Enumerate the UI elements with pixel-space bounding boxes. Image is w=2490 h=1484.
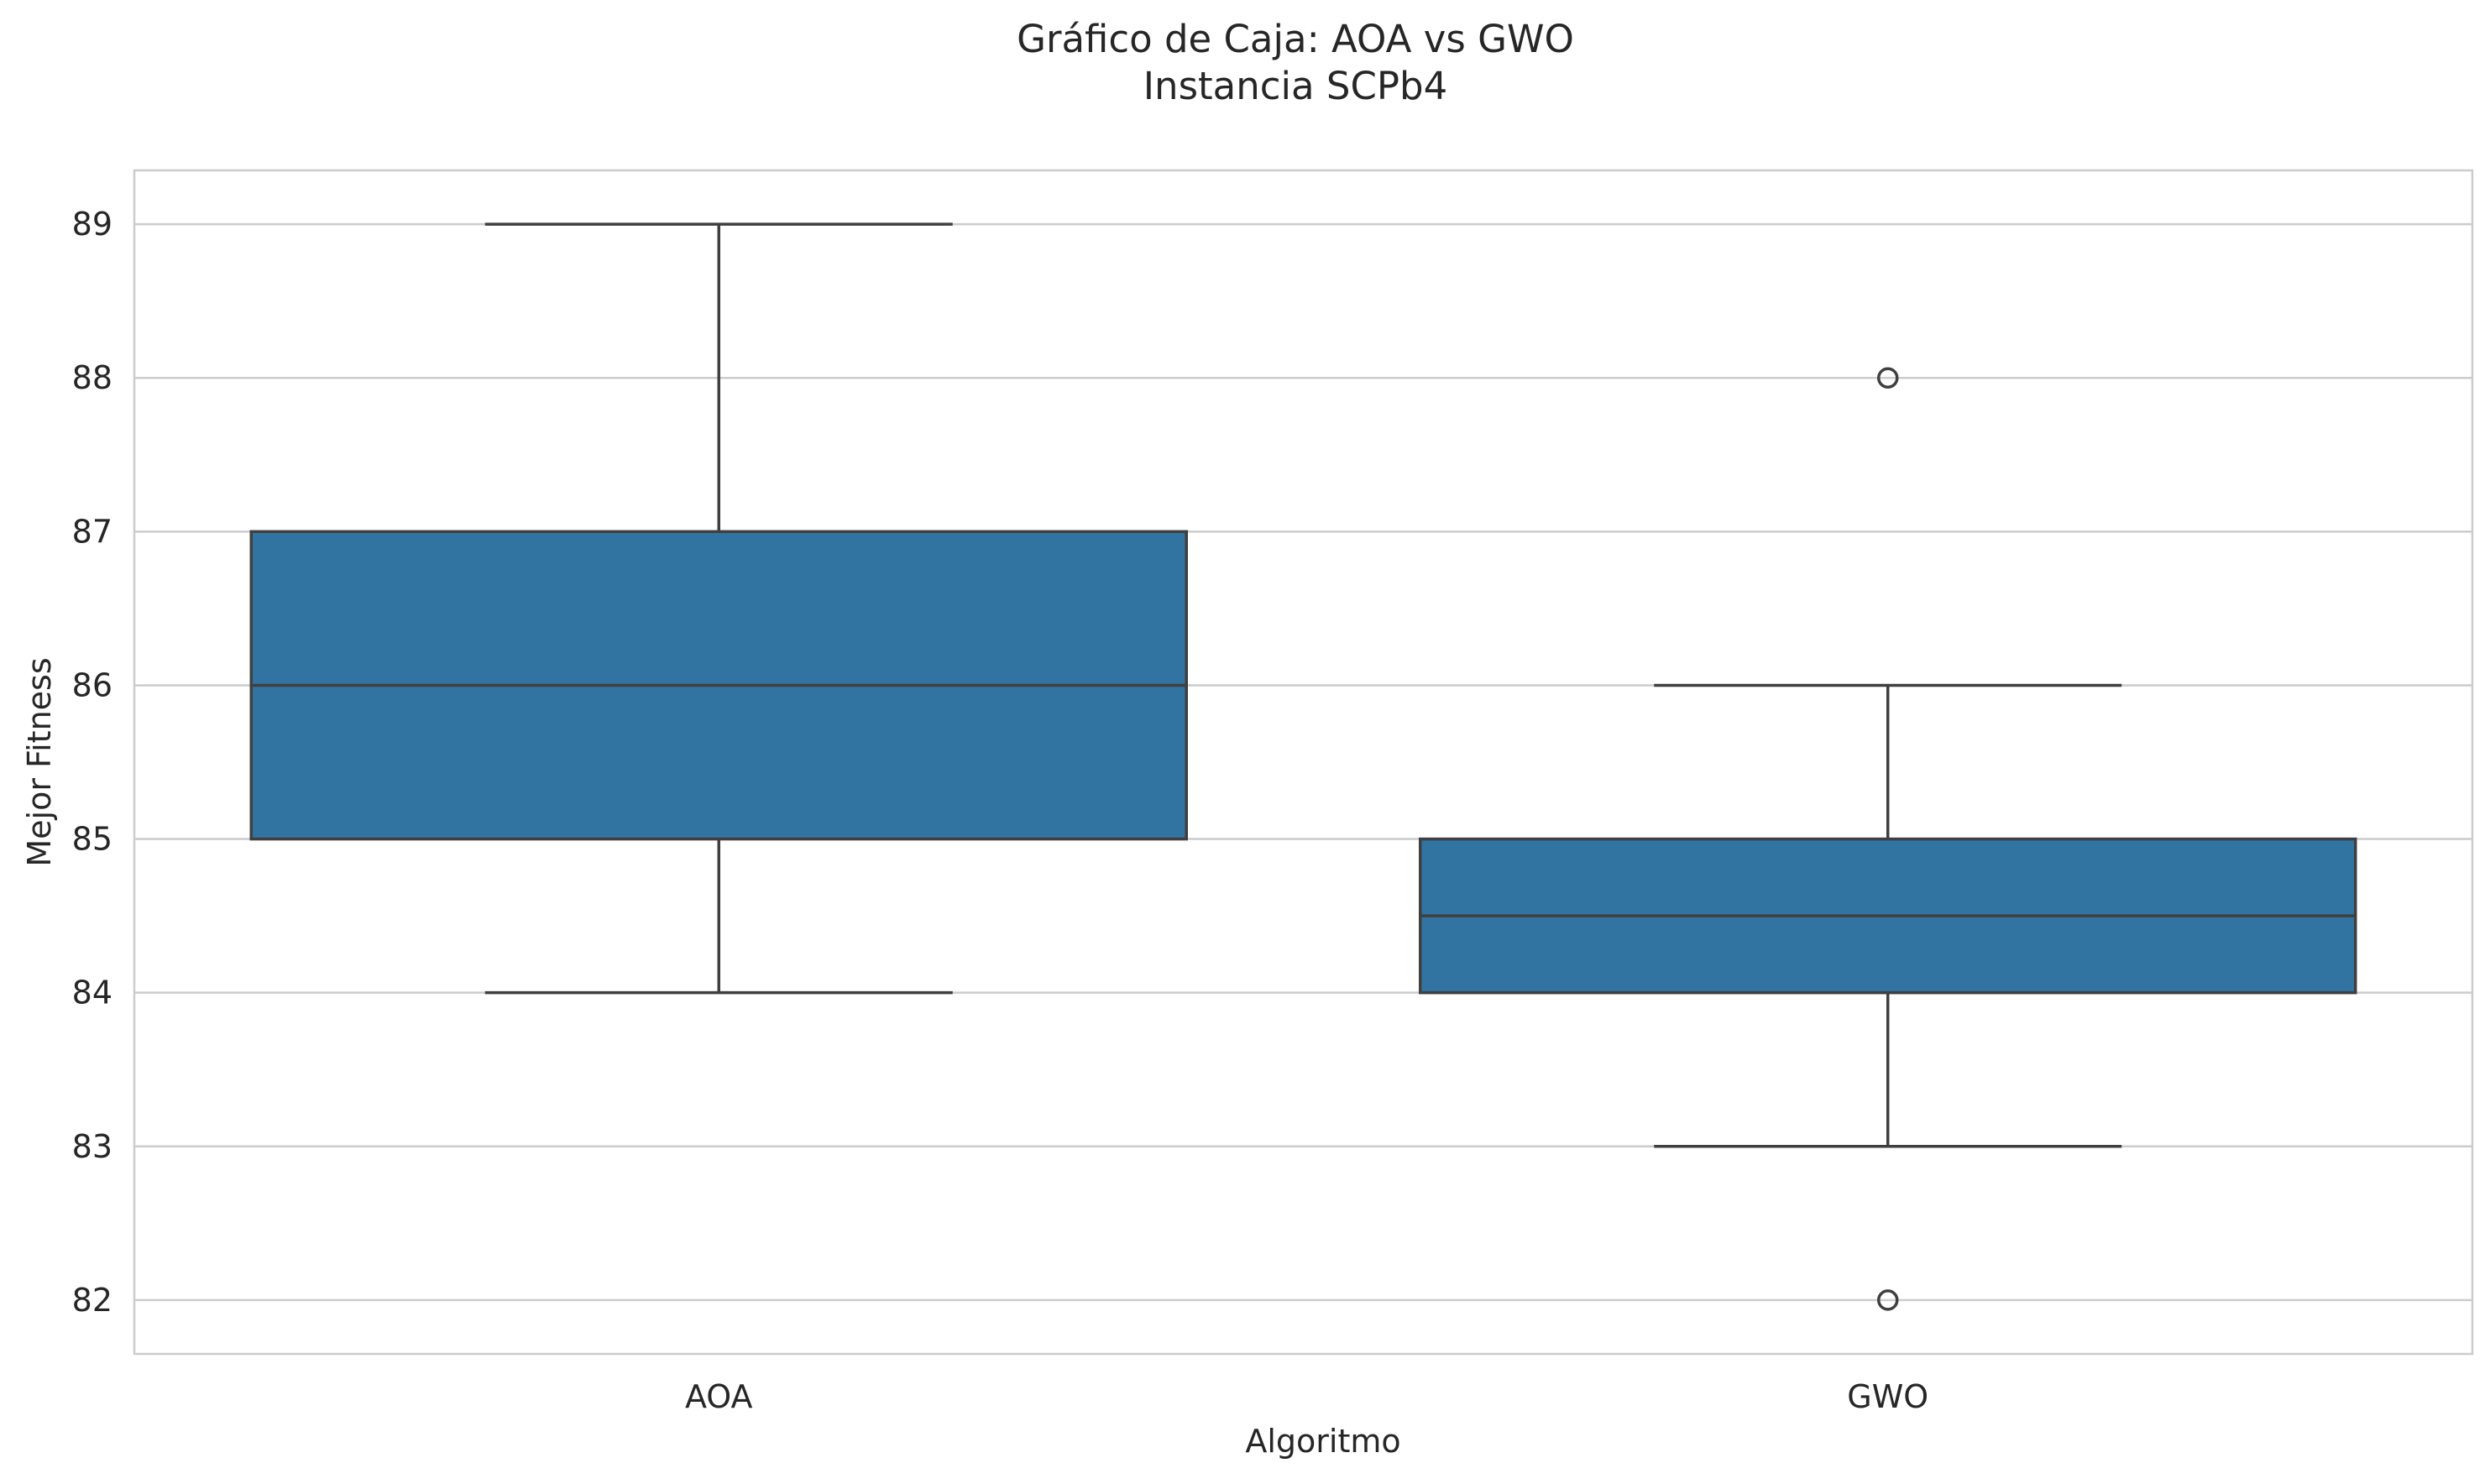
y-axis-ticks: 82 83 84 85 86 87 88 89 <box>72 206 112 1319</box>
x-tick-label: GWO <box>1847 1378 1928 1415</box>
box-group-gwo <box>1419 367 2357 1311</box>
y-tick-label: 87 <box>72 513 112 550</box>
x-axis-label: Algoritmo <box>1245 1423 1400 1460</box>
y-tick-label: 89 <box>72 206 112 243</box>
x-axis-ticks: AOA GWO <box>685 1378 1928 1415</box>
chart-title: Gráfico de Caja: AOA vs GWO <box>1017 17 1574 61</box>
y-tick-label: 84 <box>72 975 112 1011</box>
y-tick-label: 88 <box>72 359 112 396</box>
outlier-point <box>1877 1289 1899 1311</box>
x-tick-label: AOA <box>685 1378 753 1415</box>
y-axis-label: Mejor Fitness <box>21 657 58 866</box>
y-tick-label: 82 <box>72 1282 112 1319</box>
y-tick-label: 85 <box>72 821 112 858</box>
plot-frame <box>133 169 2474 1356</box>
chart-subtitle: Instancia SCPb4 <box>1143 64 1447 108</box>
y-tick-label: 86 <box>72 666 112 703</box>
box-plots <box>249 222 2357 1311</box>
y-tick-label: 83 <box>72 1128 112 1165</box>
box-group-aoa <box>249 222 1188 995</box>
outlier-point <box>1877 367 1899 389</box>
